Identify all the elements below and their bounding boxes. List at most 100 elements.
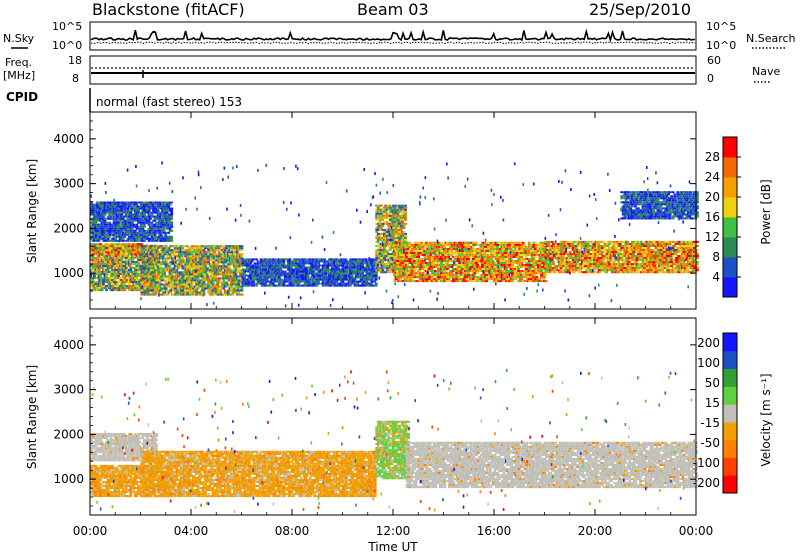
scatter-cell [91, 254, 95, 257]
nsearch-label: N.Search [746, 32, 796, 45]
scatter-cell [175, 285, 179, 288]
scatter-cell [356, 282, 360, 285]
scatter-cell [97, 277, 101, 279]
cpid-text: normal (fast stereo) 153 [96, 95, 242, 109]
scatter-cell [404, 216, 407, 219]
scatter-cell [168, 219, 172, 222]
scatter-cell [240, 289, 244, 292]
scatter-cell [153, 205, 157, 208]
scatter-cell [427, 247, 431, 250]
scatter-cell [161, 219, 164, 222]
scatter-cell [164, 289, 168, 292]
scatter-cell [430, 268, 434, 270]
scatter-cell [143, 271, 147, 274]
scatter-cell [210, 291, 213, 294]
scatter-cell [161, 249, 165, 252]
scatter-cell [353, 262, 357, 265]
scatter-cell [153, 203, 157, 206]
scatter-cell [243, 272, 246, 275]
scatter-cell [137, 213, 140, 216]
scatter-cell [120, 251, 124, 254]
scatter-cell [365, 270, 369, 273]
scatter-cell [167, 265, 171, 268]
scatter-cell [105, 281, 108, 283]
scatter-cell [318, 270, 322, 273]
scatter-cell [412, 249, 416, 252]
scatter-cell [99, 283, 102, 285]
scatter-cell [153, 227, 157, 230]
scatter-cell [335, 270, 339, 273]
scatter-cell [135, 223, 139, 226]
scatter-cell [370, 278, 374, 281]
scatter-cell [279, 280, 283, 283]
scatter-cell [318, 274, 322, 277]
freq-tick-top: 18 [68, 54, 82, 67]
cpid-label: CPID [6, 90, 38, 104]
scatter-cell [362, 262, 366, 265]
scatter-cell [258, 266, 261, 269]
nsearch-series [90, 41, 696, 45]
scatter-cell [219, 291, 223, 294]
scatter-cell [421, 247, 425, 250]
scatter-cell [149, 245, 153, 248]
scatter-cell [204, 265, 207, 268]
scatter-cell [338, 272, 342, 275]
scatter-cell [398, 230, 401, 233]
scatter-cell [99, 287, 102, 290]
scatter-cell [226, 265, 230, 268]
scatter-cell [323, 258, 327, 261]
beam-title: Beam 03 [357, 0, 429, 19]
scatter-cell [394, 278, 398, 281]
scatter-cell [121, 253, 125, 256]
scatter-cell [330, 270, 334, 273]
scatter-cell [216, 281, 219, 284]
scatter-cell [211, 277, 215, 280]
scatter-cell [90, 264, 93, 267]
scatter-cell [379, 204, 383, 207]
scatter-cell [152, 261, 156, 264]
scatter-cell [219, 287, 223, 290]
scatter-cell [399, 249, 402, 252]
scatter-cell [311, 258, 314, 261]
scatter-cell [175, 277, 179, 280]
scatter-cell [133, 229, 137, 232]
nave-label: Nave [752, 65, 780, 78]
scatter-cell [167, 231, 171, 234]
scatter-cell [308, 280, 311, 283]
scatter-cell [255, 284, 258, 287]
scatter-cell [117, 201, 121, 204]
scatter-cell [165, 209, 169, 212]
scatter-cell [382, 206, 386, 209]
scatter-cell [137, 209, 140, 212]
scatter-cell [117, 211, 121, 214]
scatter-cell [375, 218, 379, 221]
scatter-cell [346, 264, 349, 267]
nsky-tick-bottom: 10^0 [52, 39, 82, 52]
scatter-cell [118, 277, 122, 279]
scatter-cell [93, 289, 96, 292]
scatter-cell [121, 243, 125, 246]
scatter-cell [90, 258, 93, 261]
scatter-cell [109, 285, 113, 287]
scatter-cell [353, 278, 357, 281]
scatter-cell [181, 257, 185, 260]
scatter-cell [94, 268, 98, 271]
scatter-cell [124, 281, 128, 283]
scatter-cell [192, 291, 195, 294]
scatter-cell [317, 280, 320, 283]
scatter-cell [288, 258, 292, 261]
scatter-cell [111, 275, 114, 277]
scatter-cell [364, 268, 367, 271]
scatter-cell [333, 282, 337, 285]
scatter-cell [93, 252, 96, 255]
scatter-cell [225, 281, 229, 284]
scatter-cell [102, 260, 105, 263]
scatter-cell [190, 253, 194, 256]
scatter-cell [181, 249, 185, 252]
scatter-cell [222, 271, 226, 274]
scatter-cell [162, 203, 166, 206]
scatter-cell [349, 284, 352, 287]
scatter-cell [256, 270, 260, 273]
scatter-cell [210, 251, 213, 254]
scatter-cell [91, 266, 95, 269]
